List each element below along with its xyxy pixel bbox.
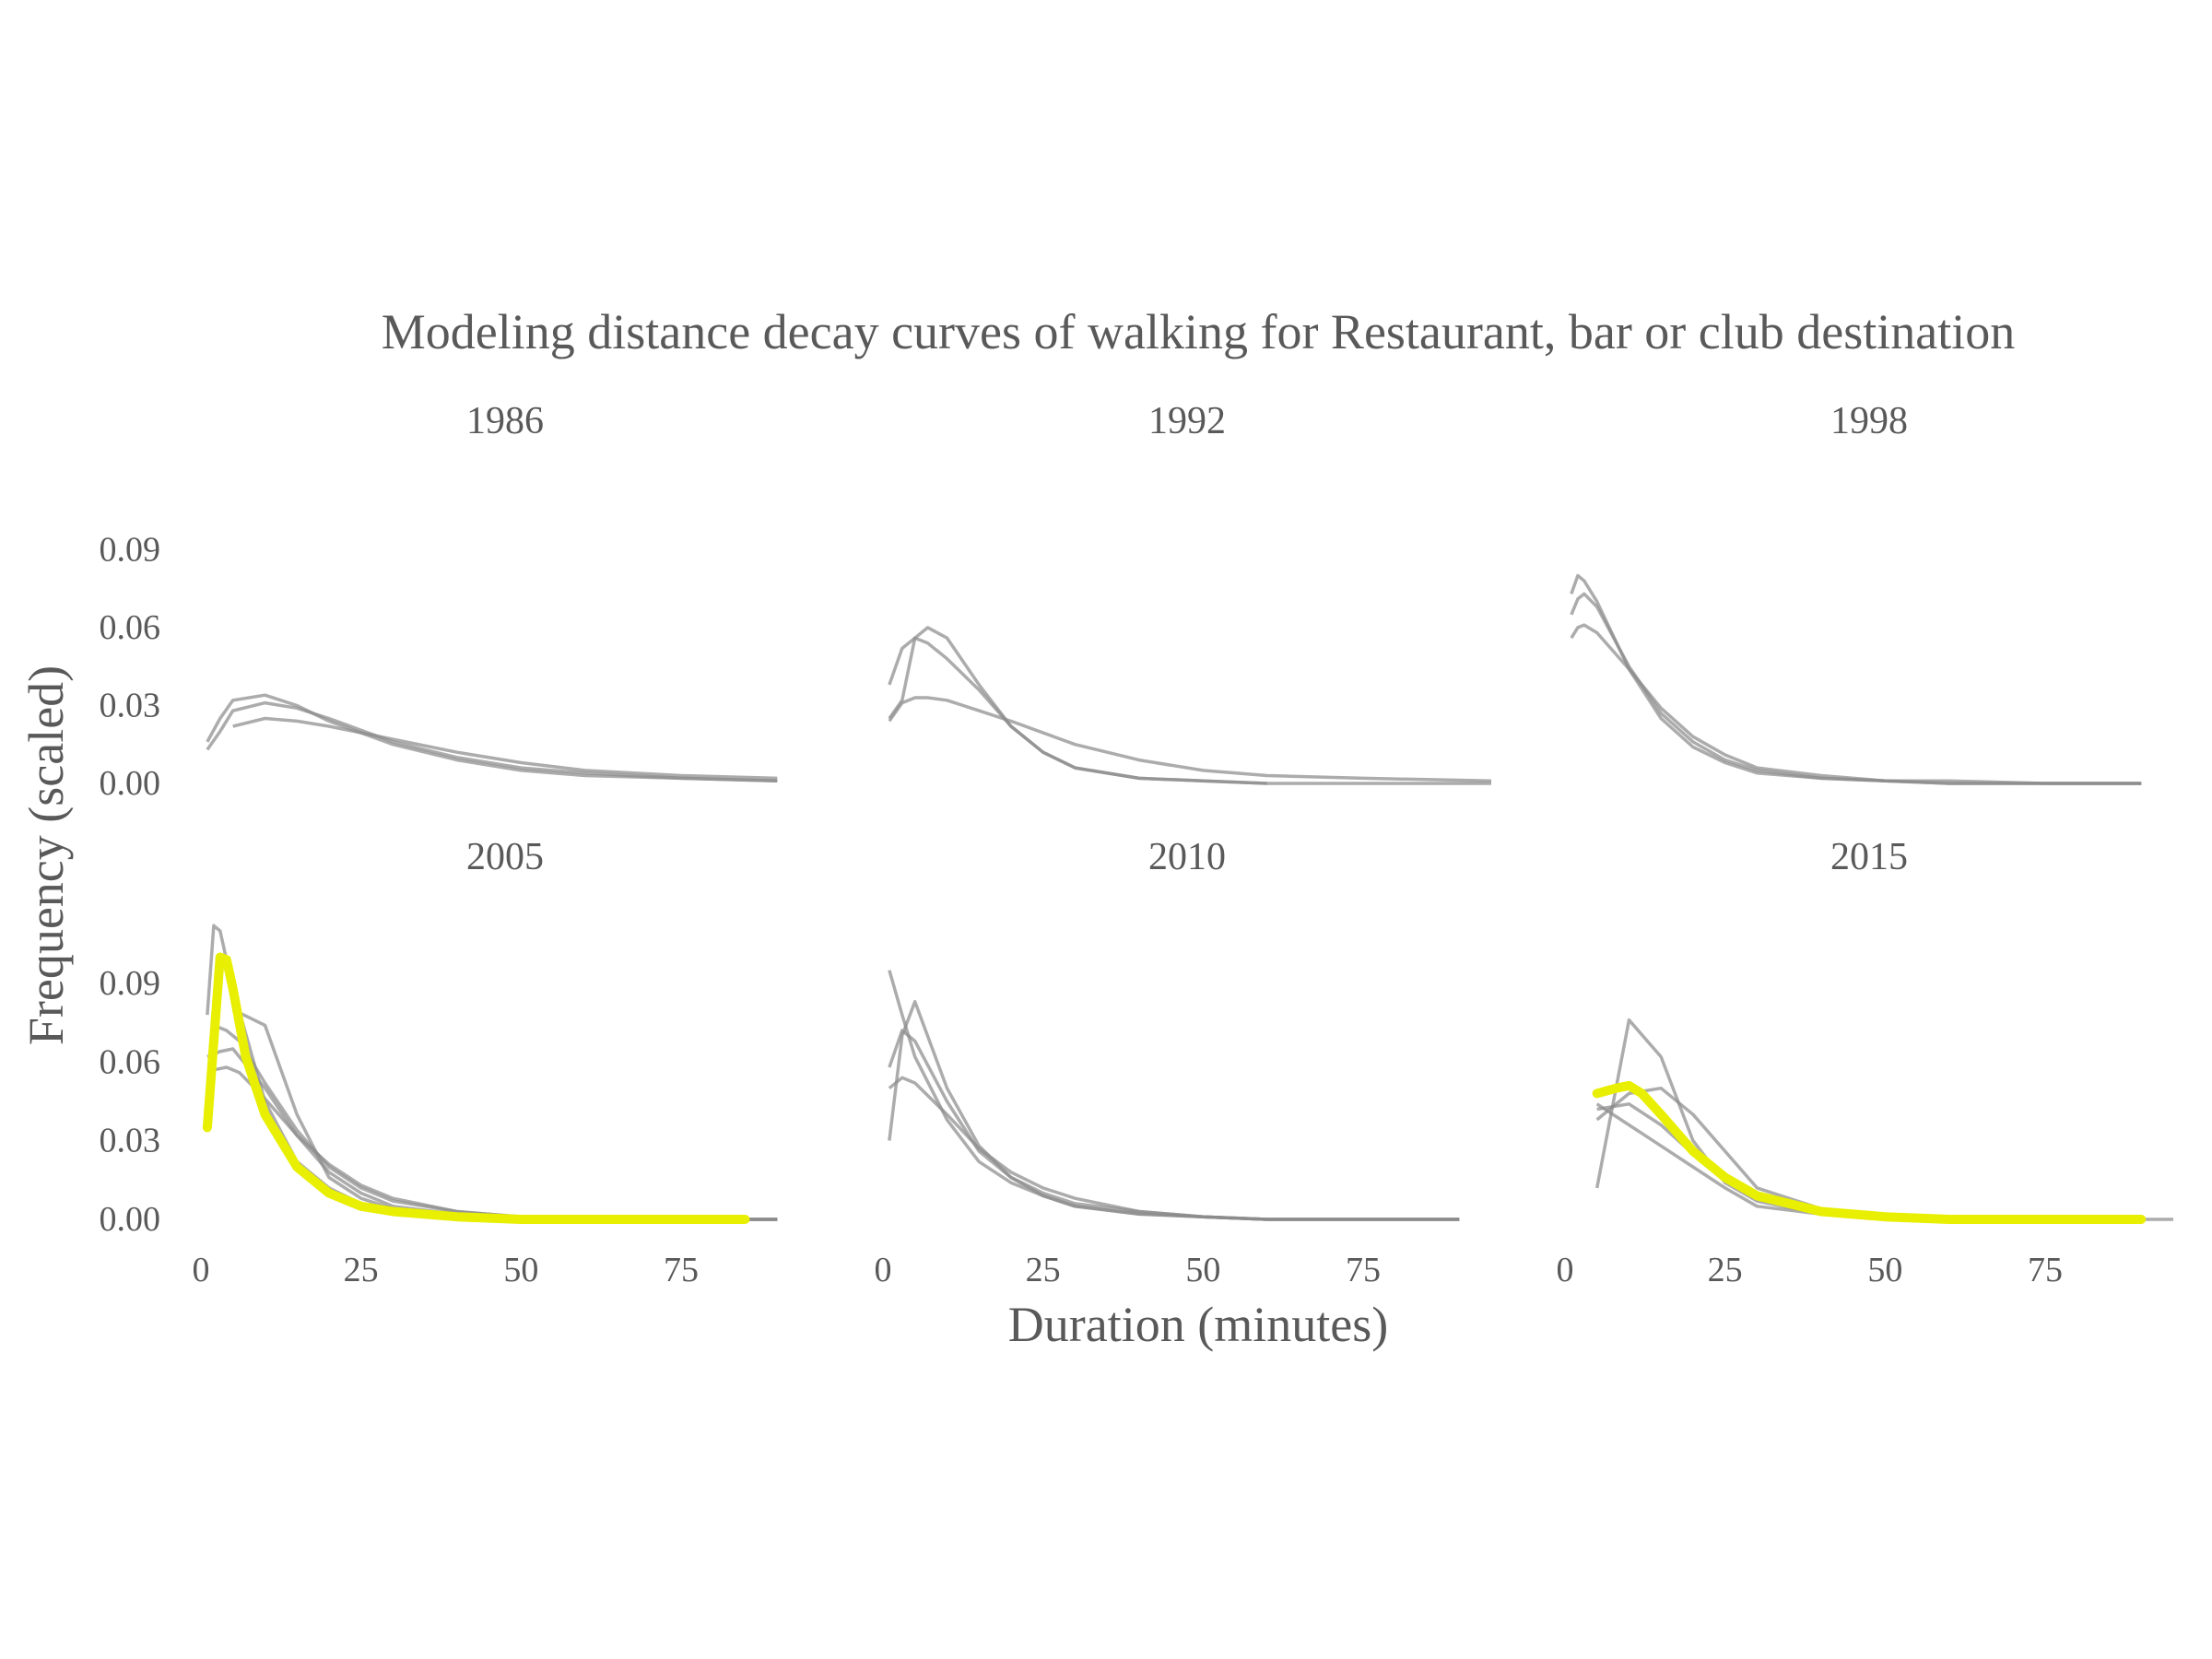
x-tick-label: 75 <box>2028 1251 2063 1289</box>
facet-panel-2005: 2005 0.00 0.03 0.06 0.09 0 25 50 75 <box>100 836 778 1289</box>
x-tick-label: 50 <box>503 1251 538 1289</box>
decay-curve-1 <box>206 700 778 782</box>
facet-panels: 1986 0.00 0.03 0.06 0.09 1992 1998 2005 0.00 0.03… <box>100 400 2173 1289</box>
facet-panel-2015: 2015 0 25 50 75 <box>1557 836 2173 1289</box>
facet-label: 2005 <box>466 836 544 878</box>
facet-panel-2010: 2010 0 25 50 75 <box>875 836 1460 1289</box>
decay-curve-4 <box>213 1065 778 1221</box>
decay-curve-1 <box>888 970 1460 1221</box>
facet-label: 2015 <box>1830 836 1908 878</box>
highlight-curve <box>1592 1080 2147 1224</box>
decay-curve-2 <box>888 1000 1460 1221</box>
y-tick-label: 0.09 <box>100 964 161 1003</box>
decay-curve-4 <box>1596 1102 2142 1221</box>
x-tick-label: 50 <box>1185 1251 1220 1289</box>
decay-curve-3 <box>232 716 778 781</box>
x-tick-label: 75 <box>1346 1251 1381 1289</box>
y-tick-label: 0.06 <box>100 1042 161 1081</box>
facet-label: 1998 <box>1830 400 1908 442</box>
y-axis-title: Frequency (scaled) <box>18 665 74 1045</box>
y-tick-label: 0.00 <box>100 764 161 803</box>
decay-curve-3 <box>1570 623 2142 785</box>
x-tick-label: 25 <box>1026 1251 1061 1289</box>
decay-curve-1 <box>1595 1086 2173 1221</box>
decay-curve-3 <box>888 1029 1460 1221</box>
y-tick-label: 0.03 <box>100 1122 161 1160</box>
x-tick-label: 0 <box>875 1251 892 1289</box>
x-axis-title: Duration (minutes) <box>1008 1297 1388 1352</box>
x-tick-label: 50 <box>1867 1251 1902 1289</box>
x-tick-label: 25 <box>1708 1251 1743 1289</box>
decay-curve-5 <box>231 1007 778 1221</box>
facet-label: 1986 <box>466 400 544 442</box>
y-tick-label: 0.06 <box>100 608 161 647</box>
y-tick-label: 0.03 <box>100 686 161 724</box>
decay-curve-2 <box>206 1047 778 1221</box>
facet-panel-1986: 1986 0.00 0.03 0.06 0.09 <box>100 400 778 803</box>
x-tick-label: 0 <box>1557 1251 1574 1289</box>
x-tick-label: 75 <box>664 1251 699 1289</box>
decay-curve-1 <box>1570 573 2142 785</box>
highlight-curve <box>202 952 750 1224</box>
y-tick-label: 0.00 <box>100 1200 161 1239</box>
decay-curve-3 <box>1595 1102 2142 1221</box>
decay-curve-2 <box>888 626 1267 785</box>
facet-panel-1998: 1998 <box>1570 400 2142 785</box>
facet-label: 2010 <box>1148 836 1226 878</box>
decay-curve-2 <box>1570 592 2142 785</box>
decay-curve-1 <box>206 924 778 1221</box>
facet-panel-1992: 1992 <box>888 400 1492 785</box>
x-tick-label: 0 <box>193 1251 210 1289</box>
x-tick-label: 25 <box>344 1251 379 1289</box>
decay-curve-3 <box>213 1023 778 1221</box>
decay-curve-2 <box>1594 1018 2142 1221</box>
decay-curve-4 <box>888 1076 1460 1221</box>
facet-label: 1992 <box>1148 400 1226 442</box>
y-tick-label: 0.09 <box>100 530 161 569</box>
decay-curve-3 <box>888 696 1492 782</box>
chart-title: Modeling distance decay curves of walkin… <box>382 304 2015 359</box>
